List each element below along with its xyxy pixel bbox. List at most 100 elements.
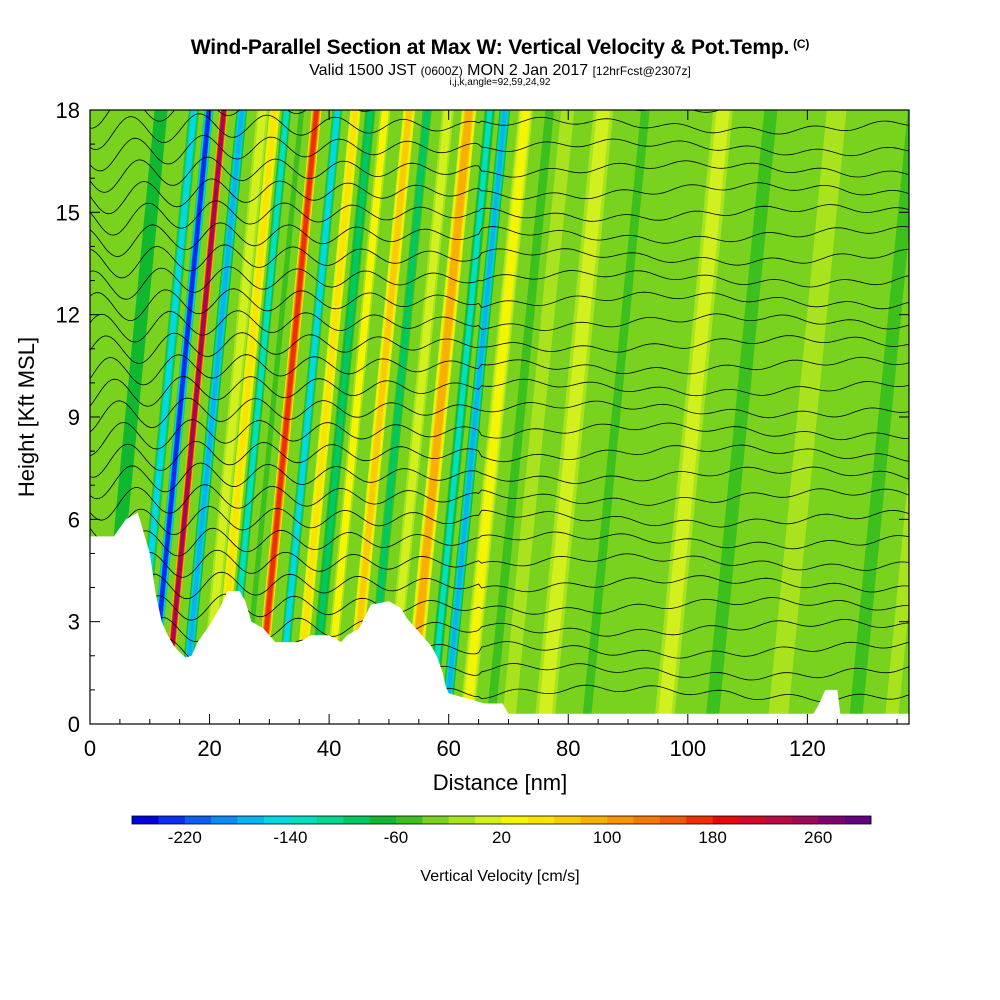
velocity-band-30-0: [884, 469, 909, 724]
colorbar-tick-label-180: 180: [698, 828, 726, 847]
y-tick-label-12: 12: [56, 303, 80, 328]
velocity-band-10-3: [275, 110, 340, 724]
colorbar: -220 -140 -60 20 100 180 260: [131, 815, 872, 847]
velocity-band-27-1: [705, 110, 778, 724]
colorbar-swatch-5: [263, 816, 291, 824]
theta-contour-6: [90, 549, 909, 585]
velocity-band-15-2: [364, 110, 431, 724]
colorbar-swatch-4: [237, 816, 265, 824]
colorbar-swatch-21: [686, 816, 713, 824]
colorbar-swatch-27: [844, 816, 872, 824]
colorbar-tick-label--220: -220: [168, 828, 202, 847]
subtitle-forecast: [12hrFcst@2307z]: [592, 64, 691, 78]
colorbar-swatch-12: [448, 816, 476, 824]
velocity-band-7-3: [225, 110, 289, 724]
theta-contour-24: [90, 156, 909, 193]
theta-contour-19: [90, 266, 909, 300]
x-axis: 0 20 40 60 80 100 120: [84, 110, 898, 761]
theta-contour-15: [90, 354, 909, 386]
colorbar-swatch-23: [739, 816, 766, 824]
colorbar-swatch-10: [395, 816, 423, 824]
chart-title: Wind-Parallel Section at Max W: Vertical…: [190, 36, 810, 59]
x-tick-label-40: 40: [317, 736, 341, 761]
theta-contour-17: [90, 310, 909, 343]
velocity-band-24-1: [581, 110, 650, 724]
y-axis-label: Height [Kft MSL]: [14, 337, 39, 497]
colorbar-swatch-22: [712, 816, 740, 824]
velocity-band-19-4: [443, 110, 508, 724]
colorbar-swatch-19: [633, 816, 661, 824]
velocity-band-18-3: [428, 110, 493, 724]
colorbar-swatch-1: [158, 816, 186, 824]
theta-contour-12: [90, 419, 909, 457]
x-tick-label-80: 80: [556, 736, 580, 761]
subtitle-date: MON 2 Jan 2017: [467, 62, 589, 79]
theta-contour-5: [90, 571, 909, 607]
colorbar-swatch-6: [290, 816, 318, 824]
velocity-band-11-2: [293, 110, 359, 724]
x-axis-label: Distance [nm]: [433, 770, 568, 795]
colorbar-swatch-24: [765, 816, 793, 824]
theta-contour-23: [90, 178, 909, 215]
velocity-band-23-1: [537, 110, 611, 724]
colorbar-tick-label-20: 20: [492, 828, 511, 847]
theta-contour-22: [90, 200, 909, 236]
colorbar-label: Vertical Velocity [cm/s]: [420, 868, 579, 885]
colorbar-swatch-7: [316, 816, 344, 824]
colorbar-swatch-16: [554, 816, 581, 824]
theta-contour-10: [90, 462, 909, 500]
x-tick-label-60: 60: [436, 736, 460, 761]
theta-contours: [90, 110, 909, 714]
colorbar-swatch-17: [580, 816, 608, 824]
subtitle-valid: Valid 1500 JST: [309, 62, 417, 79]
theta-contour-18: [90, 288, 909, 321]
velocity-band-17-3: [406, 110, 473, 724]
terrain-mask: [90, 512, 909, 724]
colorbar-frame: [131, 815, 872, 825]
y-axis: 0 3 6 9 12 15 18: [56, 98, 909, 737]
colorbar-tick-label-260: 260: [804, 828, 832, 847]
colorbar-swatch-14: [501, 816, 529, 824]
theta-contour-14: [90, 375, 909, 407]
colorbar-tick-label-100: 100: [593, 828, 621, 847]
chart-subtitle: Valid 1500 JST (0600Z) MON 2 Jan 2017 [1…: [0, 62, 1000, 80]
velocity-band-25-1: [621, 110, 694, 724]
chart-subline: i,j,k,angle=92,59,24,92: [449, 77, 551, 88]
theta-contour-11: [90, 441, 909, 478]
velocity-band-16-1: [385, 110, 452, 724]
colorbar-swatch-13: [475, 816, 502, 824]
velocity-band-4-4: [180, 110, 245, 724]
terrain: [90, 512, 909, 724]
y-tick-label-0: 0: [68, 712, 80, 737]
velocity-band-20-2: [462, 110, 530, 724]
theta-contour-9: [90, 484, 909, 521]
colorbar-swatch-8: [343, 816, 370, 824]
colorbar-swatch-9: [369, 816, 397, 824]
colorbar-swatch-0: [132, 816, 159, 824]
colorbar-tick-label--140: -140: [273, 828, 307, 847]
velocity-band-28-1: [770, 110, 844, 724]
theta-contour-13: [90, 397, 909, 433]
velocity-band-2-5: [147, 110, 211, 724]
x-tick-label-120: 120: [789, 736, 826, 761]
theta-contour-20: [90, 244, 909, 279]
velocity-band-21-1: [486, 110, 555, 724]
y-tick-label-6: 6: [68, 507, 80, 532]
velocity-band-26-1: [657, 110, 730, 724]
x-tick-label-20: 20: [197, 736, 221, 761]
colorbar-swatch-25: [791, 816, 819, 824]
theta-contour-7: [90, 527, 909, 564]
title-mark: (C): [793, 37, 810, 51]
colorbar-swatch-3: [211, 816, 238, 824]
y-tick-label-18: 18: [56, 98, 80, 123]
theta-contour-26: [90, 113, 909, 151]
x-tick-label-0: 0: [84, 736, 96, 761]
y-tick-label-3: 3: [68, 610, 80, 635]
y-tick-label-15: 15: [56, 200, 80, 225]
theta-contour-16: [90, 332, 909, 364]
colorbar-swatch-26: [818, 816, 845, 824]
subtitle-utc: (0600Z): [420, 64, 463, 78]
velocity-band-9-5: [255, 110, 319, 724]
colorbar-swatch-2: [184, 816, 212, 824]
